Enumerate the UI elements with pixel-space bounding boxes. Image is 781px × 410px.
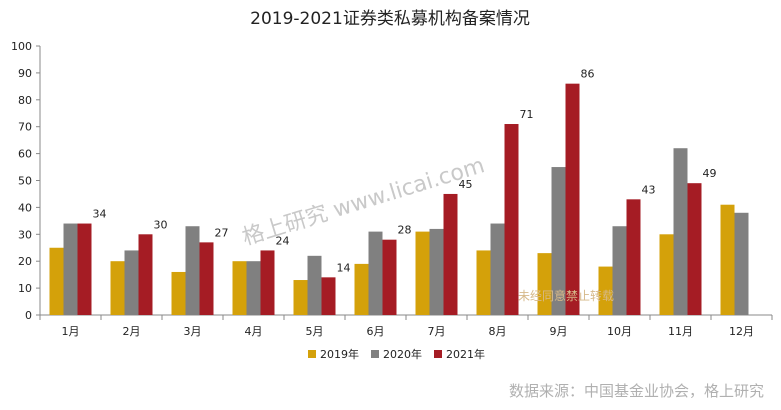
x-tick-label: 1月 (62, 325, 80, 338)
watermark-notice: 未经同意禁止转载 (518, 288, 614, 303)
bar-2019年-3月 (171, 271, 186, 315)
bar-2019年-8月 (476, 250, 491, 315)
data-label: 86 (581, 68, 595, 81)
legend-swatch (308, 350, 316, 358)
bar-2019年-7月 (415, 231, 430, 315)
x-tick-label: 2月 (123, 325, 141, 338)
bar-2019年-10月 (598, 266, 613, 315)
data-label: 34 (93, 208, 107, 221)
y-tick-label: 40 (18, 201, 32, 214)
bar-2021年-11月 (687, 183, 702, 315)
bar-2019年-12月 (720, 204, 735, 315)
x-tick-label: 10月 (607, 325, 632, 338)
bar-2020年-11月 (673, 148, 688, 315)
bar-2021年-10月 (626, 199, 641, 315)
data-labels-group: 34 30 27 24 14 28 45 71 86 43 49 (93, 68, 717, 275)
bar-2020年-10月 (612, 226, 627, 315)
bar-2021年-7月 (443, 193, 458, 315)
y-tick-label: 10 (18, 282, 32, 295)
y-tick-label: 100 (11, 40, 32, 53)
bar-2020年-6月 (368, 231, 383, 315)
x-tick-label: 3月 (184, 325, 202, 338)
y-tick-label: 70 (18, 121, 32, 134)
x-tick-label: 8月 (489, 325, 507, 338)
bar-2021年-8月 (504, 124, 519, 315)
data-label: 14 (337, 261, 351, 274)
y-tick-label: 50 (18, 175, 32, 188)
bar-2019年-4月 (232, 261, 247, 315)
bar-2020年-4月 (246, 261, 261, 315)
y-tick-label: 0 (25, 309, 32, 322)
legend: 2019年 2020年 2021年 (308, 347, 485, 361)
bar-2019年-9月 (537, 253, 552, 315)
y-axis: 0 10 20 30 40 50 60 70 80 90 100 (11, 40, 41, 322)
x-tick-label: 5月 (306, 325, 324, 338)
bar-2019年-5月 (293, 280, 308, 315)
legend-swatch (434, 350, 442, 358)
data-label: 43 (642, 183, 656, 196)
data-label: 28 (398, 224, 412, 237)
x-tick-label: 6月 (367, 325, 385, 338)
bar-2020年-8月 (490, 223, 505, 315)
y-tick-label: 80 (18, 94, 32, 107)
legend-label: 2019年 (320, 347, 359, 361)
bar-2020年-1月 (63, 223, 78, 315)
bar-2021年-2月 (138, 234, 153, 315)
bar-2020年-5月 (307, 255, 322, 315)
data-label: 71 (520, 108, 534, 121)
data-label: 24 (276, 234, 290, 247)
bar-2021年-1月 (77, 223, 92, 315)
x-axis: 1月 2月 3月 4月 5月 6月 7月 8月 9月 10月 11月 12月 (39, 314, 773, 338)
data-label: 27 (215, 226, 229, 239)
bar-2020年-12月 (734, 212, 749, 315)
bar-2020年-2月 (124, 250, 139, 315)
bar-2021年-5月 (321, 277, 336, 315)
y-tick-label: 90 (18, 67, 32, 80)
y-tick-label: 20 (18, 255, 32, 268)
bar-2020年-9月 (551, 167, 566, 315)
data-label: 30 (154, 218, 168, 231)
bar-2020年-7月 (429, 228, 444, 315)
data-label: 49 (703, 167, 717, 180)
bars-group (49, 83, 749, 315)
data-label: 45 (459, 178, 473, 191)
bar-2021年-6月 (382, 239, 397, 315)
y-tick-label: 60 (18, 148, 32, 161)
x-tick-label: 4月 (245, 325, 263, 338)
bar-2019年-11月 (659, 234, 674, 315)
bar-2020年-3月 (185, 226, 200, 315)
x-tick-label: 9月 (550, 325, 568, 338)
x-tick-label: 11月 (668, 325, 693, 338)
y-tick-label: 30 (18, 228, 32, 241)
chart-title: 2019-2021证券类私募机构备案情况 (250, 9, 530, 29)
bar-2019年-1月 (49, 247, 64, 315)
legend-swatch (371, 350, 379, 358)
bar-2021年-9月 (565, 83, 580, 315)
x-tick-label: 7月 (428, 325, 446, 338)
bar-2019年-6月 (354, 263, 369, 315)
legend-label: 2021年 (446, 347, 485, 361)
bar-2019年-2月 (110, 261, 125, 315)
x-tick-label: 12月 (729, 325, 754, 338)
bar-2021年-4月 (260, 250, 275, 315)
bar-2021年-3月 (199, 242, 214, 315)
legend-label: 2020年 (383, 347, 422, 361)
source-note: 数据来源：中国基金业协会，格上研究 (509, 382, 764, 400)
